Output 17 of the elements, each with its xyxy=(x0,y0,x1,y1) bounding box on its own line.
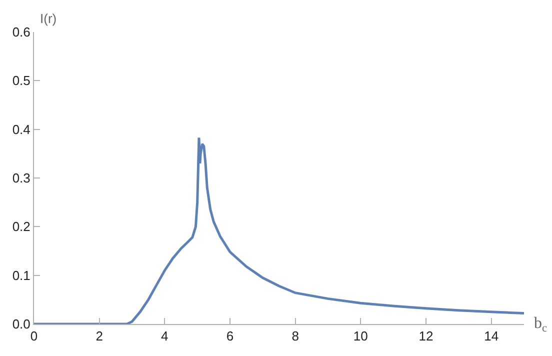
y-tick-label: 0.2 xyxy=(12,219,30,234)
x-tick-label: 12 xyxy=(418,328,434,344)
y-tick-label: 0.5 xyxy=(12,73,30,88)
x-tick-label: 8 xyxy=(292,328,299,344)
y-tick-label: 0.0 xyxy=(12,316,30,332)
x-tick-label: 10 xyxy=(353,328,368,344)
x-tick-label: 6 xyxy=(226,328,234,344)
x-axis-title: b$_{c}$ xyxy=(534,315,547,334)
y-axis-title: I(r) xyxy=(40,11,57,26)
y-tick-label: 0.1 xyxy=(12,268,30,283)
y-tick-label: 0.3 xyxy=(12,170,30,186)
x-tick-label: 14 xyxy=(484,328,499,344)
y-tick-label: 0.4 xyxy=(12,122,30,137)
x-tick-label: 2 xyxy=(96,328,103,344)
x-tick-label: 4 xyxy=(161,328,168,344)
y-tick-label: 0.6 xyxy=(12,24,30,40)
x-tick-label: 0 xyxy=(30,328,38,344)
